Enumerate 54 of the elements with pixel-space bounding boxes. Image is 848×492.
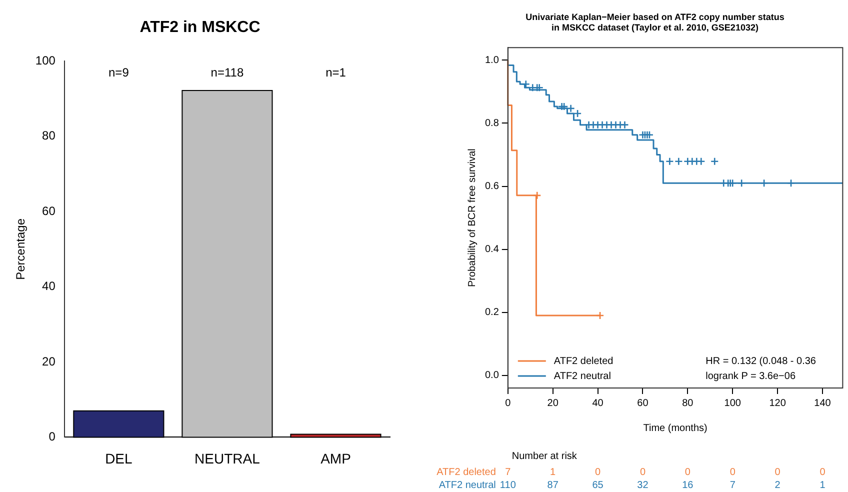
text: 7: [505, 466, 512, 478]
y-tick-label: 1.0: [484, 54, 500, 66]
text: 16: [682, 480, 694, 491]
y-tick-label: 100: [35, 54, 56, 68]
chart-title: ATF2 in MSKCC: [140, 19, 261, 36]
legend-label: ATF2 deleted: [554, 356, 614, 367]
text: 0: [595, 466, 601, 478]
y-tick-label: 0.4: [484, 244, 500, 256]
x-tick-label: 20: [547, 398, 559, 409]
text: ATF2 deleted: [436, 466, 496, 478]
annotation: n=9: [108, 66, 130, 80]
y-axis-title: Probability of BCR free survival: [466, 148, 478, 287]
text: 1: [550, 466, 556, 478]
text: 32: [637, 480, 649, 491]
text: 0: [820, 466, 826, 478]
x-tick-label: 60: [637, 398, 649, 409]
text: 7: [730, 480, 736, 491]
legend-label: ATF2 neutral: [554, 370, 611, 382]
annotation: logrank P = 3.6e−06: [706, 370, 796, 382]
y-axis-title: Percentage: [14, 218, 28, 280]
text: 0: [774, 466, 781, 478]
text: 110: [500, 480, 516, 491]
text: 2: [774, 480, 781, 491]
x-tick-label: 140: [814, 398, 832, 409]
text: 1: [820, 480, 826, 491]
x-tick-label: AMP: [320, 450, 351, 466]
y-tick-label: 80: [42, 128, 56, 143]
annotation: n=118: [210, 66, 244, 80]
y-tick-label: 0.8: [484, 118, 500, 129]
x-tick-label: 40: [592, 398, 604, 409]
y-tick-label: 40: [42, 279, 56, 294]
x-tick-label: DEL: [105, 450, 133, 466]
y-tick-label: 0.2: [484, 307, 500, 318]
text: 0: [640, 466, 646, 478]
text: 65: [592, 480, 604, 491]
y-tick-label: 20: [42, 354, 56, 368]
text: 0: [684, 466, 691, 478]
y-tick-label: 0.6: [484, 181, 500, 192]
y-tick-label: 60: [42, 204, 56, 218]
x-tick-label: 0: [505, 398, 512, 409]
x-tick-label: 80: [682, 398, 694, 409]
text: 0: [730, 466, 736, 478]
chart-title: Univariate Kaplan−Meier based on ATF2 copy number status in MSKCC dataset (Taylor et al. 2010, GSE21032): [526, 12, 784, 33]
x-axis-title: Time (months): [643, 422, 708, 434]
x-tick-label: 100: [724, 398, 742, 409]
annotation: n=1: [326, 66, 346, 80]
text: Number at risk: [512, 450, 578, 462]
text: ATF2 neutral: [438, 480, 496, 491]
x-tick-label: 120: [769, 398, 786, 409]
y-tick-label: 0.0: [484, 370, 500, 382]
y-tick-label: 0: [48, 430, 56, 444]
text: 87: [547, 480, 559, 491]
annotation: HR = 0.132 (0.048 - 0.36: [706, 356, 816, 367]
x-tick-label: NEUTRAL: [194, 450, 260, 466]
